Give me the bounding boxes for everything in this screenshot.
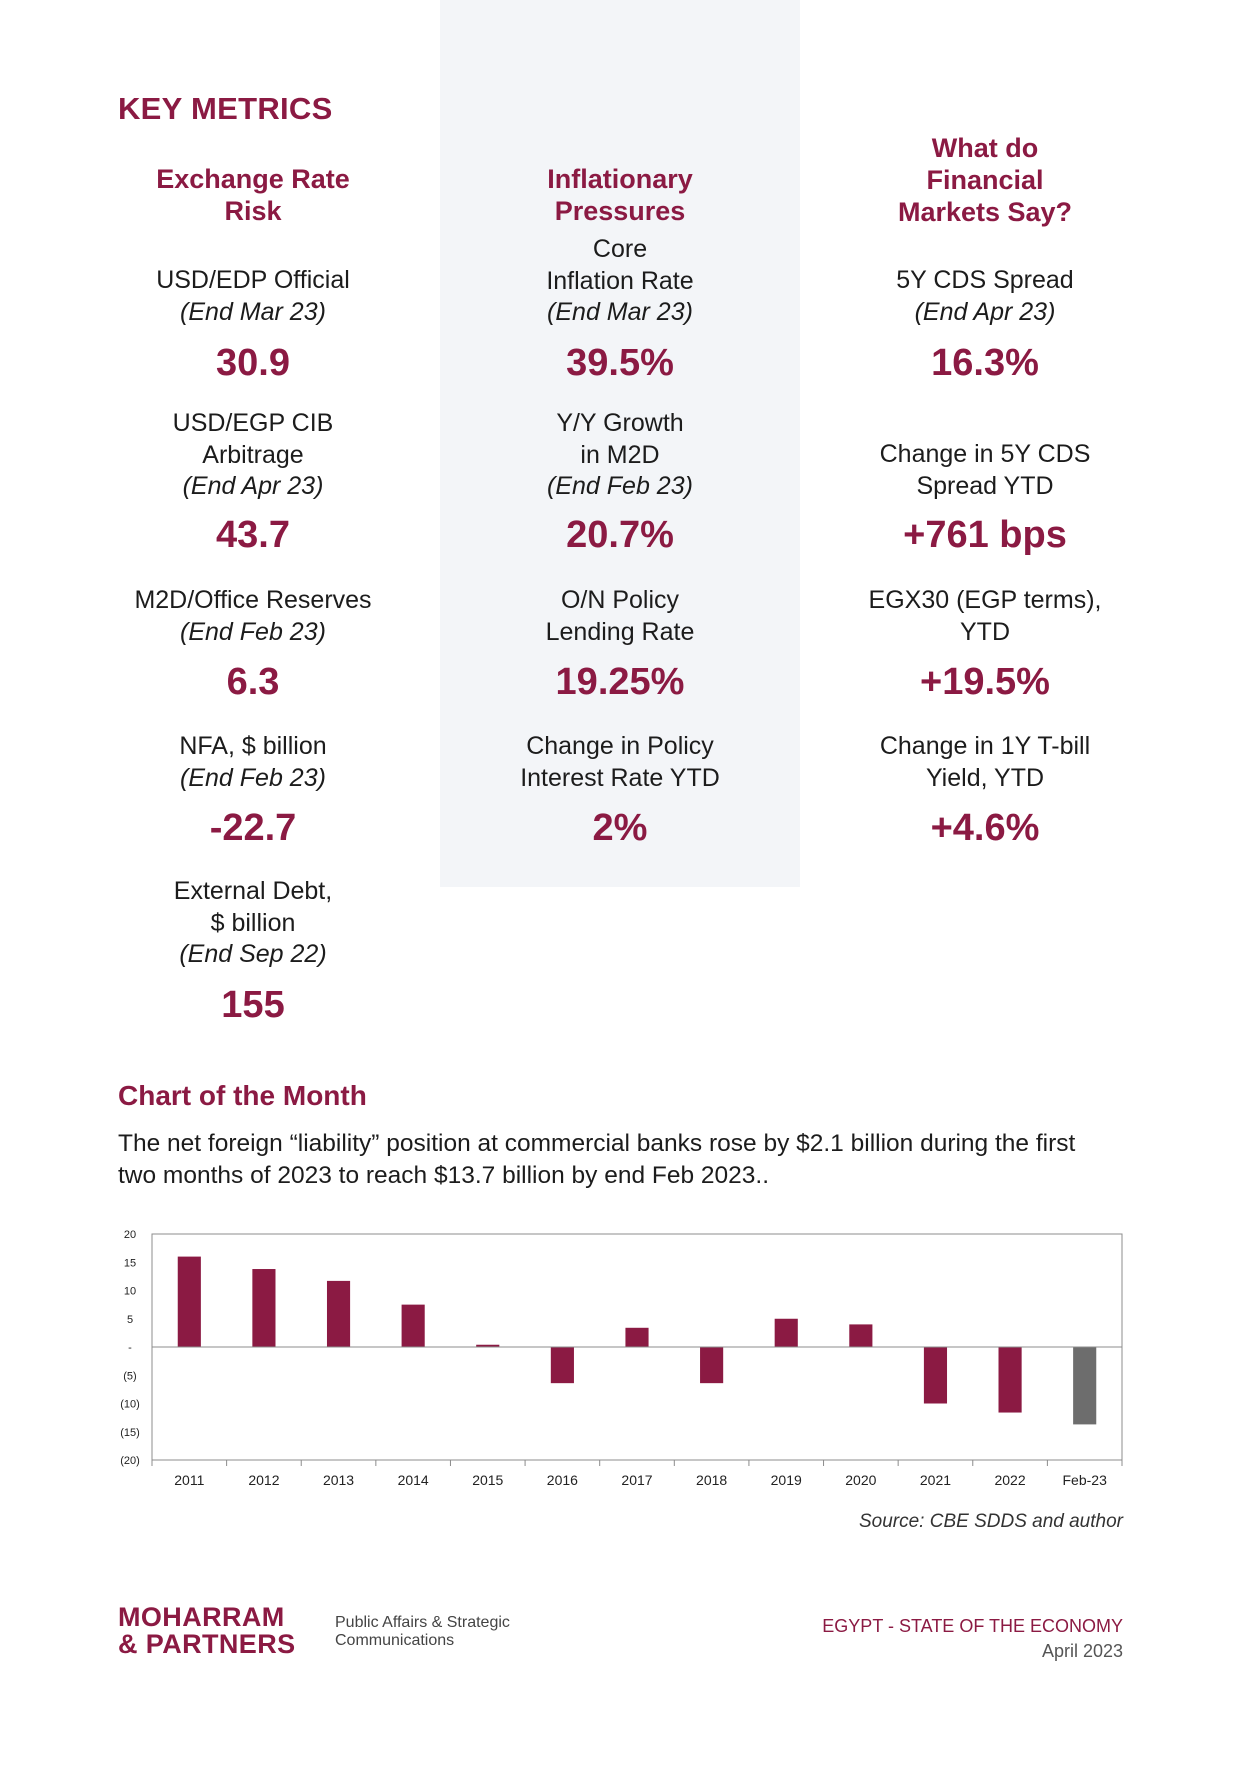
metric-value-usd-edp-official: 30.9 bbox=[216, 342, 290, 384]
column-heading: What do Financial Markets Say? bbox=[897, 133, 1073, 227]
bar bbox=[700, 1347, 724, 1384]
column-heading: Inflationary Pressures bbox=[547, 164, 693, 226]
y-tick-label: 20 bbox=[124, 1229, 136, 1241]
x-tick-label: 2015 bbox=[472, 1472, 503, 1488]
company-tagline: Public Affairs & Strategic Communication… bbox=[335, 1614, 510, 1649]
metric-label-change-policy-rate: Change in Policy Interest Rate YTD bbox=[520, 732, 720, 792]
x-tick-label: 2012 bbox=[248, 1472, 279, 1488]
y-tick-label: (15) bbox=[120, 1427, 140, 1439]
metric-label-usd-egp-cib-arbitrage: USD/EGP CIB Arbitrage (End Apr 23) bbox=[172, 409, 334, 500]
chart-source: Source: CBE SDDS and author bbox=[858, 1511, 1123, 1532]
metric-value-change-policy-rate: 2% bbox=[592, 807, 648, 849]
metric-value-m2d-office-reserves: 6.3 bbox=[226, 661, 280, 703]
y-tick-label: 5 bbox=[127, 1314, 133, 1326]
metric-value-on-policy-lending-rate: 19.25% bbox=[555, 661, 685, 703]
x-tick-label: 2016 bbox=[547, 1472, 578, 1488]
column-heading: Exchange Rate Risk bbox=[156, 164, 350, 226]
report-info: EGYPT - STATE OF THE ECONOMY April 2023 bbox=[822, 1614, 1123, 1664]
metric-label-m2d-office-reserves: M2D/Office Reserves (End Feb 23) bbox=[134, 586, 372, 646]
bar bbox=[849, 1324, 873, 1347]
metric-label-yy-growth-m2d: Y/Y Growth in M2D (End Feb 23) bbox=[547, 409, 693, 500]
bar bbox=[998, 1347, 1022, 1413]
metric-value-yy-growth-m2d: 20.7% bbox=[566, 514, 674, 556]
y-tick-label: 10 bbox=[124, 1286, 136, 1298]
metric-label-nfa: NFA, $ billion (End Feb 23) bbox=[179, 732, 327, 792]
metric-label-on-policy-lending-rate: O/N Policy Lending Rate bbox=[545, 586, 695, 646]
metric-label-external-debt: External Debt, $ billion (End Sep 22) bbox=[173, 877, 333, 968]
chart-description: The net foreign “liability” position at … bbox=[118, 1130, 1076, 1189]
report-title: EGYPT - STATE OF THE ECONOMY bbox=[822, 1616, 1123, 1636]
metric-label-egx30: EGX30 (EGP terms), YTD bbox=[868, 586, 1102, 646]
y-tick-label: - bbox=[128, 1342, 132, 1354]
metric-label-core-inflation: Core Inflation Rate (End Mar 23) bbox=[546, 235, 694, 326]
x-tick-label: 2018 bbox=[696, 1472, 727, 1488]
chart-section-title: Chart of the Month bbox=[118, 1080, 367, 1111]
metric-label-5y-cds-spread: 5Y CDS Spread (End Apr 23) bbox=[896, 266, 1074, 326]
page-title: KEY METRICS bbox=[118, 91, 333, 126]
metric-label-change-1y-tbill: Change in 1Y T-bill Yield, YTD bbox=[879, 732, 1091, 792]
bar bbox=[476, 1344, 500, 1347]
metric-value-change-1y-tbill: +4.6% bbox=[930, 807, 1040, 849]
bar bbox=[401, 1304, 425, 1347]
metric-label-change-5y-cds: Change in 5Y CDS Spread YTD bbox=[879, 440, 1091, 500]
x-tick-label: 2017 bbox=[621, 1472, 652, 1488]
x-tick-label: 2022 bbox=[994, 1472, 1025, 1488]
y-tick-label: (10) bbox=[120, 1399, 140, 1411]
y-tick-label: 15 bbox=[124, 1257, 136, 1269]
bar bbox=[326, 1280, 351, 1347]
metric-value-external-debt: 155 bbox=[221, 984, 285, 1026]
bar bbox=[252, 1269, 276, 1347]
x-tick-label: 2011 bbox=[174, 1472, 204, 1488]
x-tick-label: 2021 bbox=[920, 1472, 951, 1488]
metric-value-usd-egp-cib-arbitrage: 43.7 bbox=[216, 514, 290, 556]
x-tick-label: 2014 bbox=[398, 1472, 429, 1488]
bar bbox=[923, 1347, 948, 1404]
y-tick-label: (20) bbox=[120, 1455, 140, 1467]
metric-value-5y-cds-spread: 16.3% bbox=[931, 342, 1039, 384]
metric-label-usd-edp-official: USD/EDP Official (End Mar 23) bbox=[156, 266, 350, 326]
y-tick-label: (5) bbox=[123, 1370, 136, 1382]
metric-value-egx30: +19.5% bbox=[920, 661, 1050, 703]
bar bbox=[1073, 1347, 1097, 1425]
metric-value-nfa: -22.7 bbox=[209, 807, 297, 849]
company-logo: MOHARRAM & PARTNERS bbox=[118, 1602, 296, 1659]
metric-value-change-5y-cds: +761 bps bbox=[903, 514, 1067, 556]
middle-column-background bbox=[440, 0, 800, 887]
x-tick-label: 2020 bbox=[845, 1472, 876, 1488]
bar bbox=[550, 1347, 574, 1384]
bar bbox=[774, 1318, 798, 1347]
metric-value-core-inflation: 39.5% bbox=[566, 342, 674, 384]
bar bbox=[625, 1327, 649, 1347]
bar bbox=[177, 1256, 201, 1347]
x-tick-label: 2019 bbox=[771, 1472, 802, 1488]
x-tick-label: 2013 bbox=[323, 1472, 354, 1488]
x-tick-label: Feb-23 bbox=[1063, 1472, 1108, 1488]
report-date: April 2023 bbox=[1041, 1641, 1123, 1661]
